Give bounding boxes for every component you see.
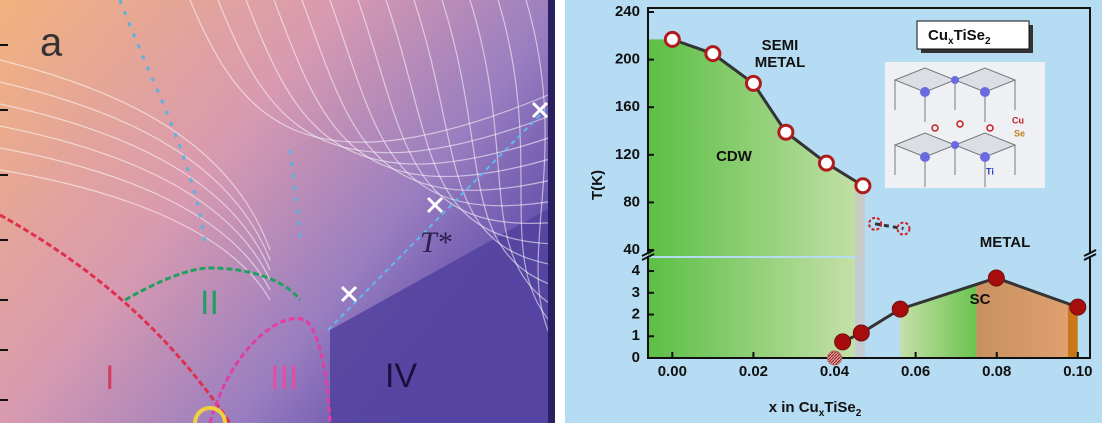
axis-break [641,249,1097,261]
contour [357,0,561,224]
data-point [834,333,852,351]
contour [189,0,561,143]
x-marks [340,101,549,303]
data-point [852,324,870,342]
region-label: IV [385,357,417,395]
annotation: SC [970,291,991,308]
y-tick-label: 3 [632,284,640,301]
contour [0,59,271,251]
ticks [0,44,8,401]
data-point [744,74,762,92]
annotation: METAL [755,54,806,71]
data-point [1069,298,1087,316]
green-line [124,266,302,302]
data-point [827,350,843,366]
formula-box [916,20,1030,50]
contour [413,0,561,267]
region-label: I [105,359,114,397]
region-label: III [270,359,298,397]
contour [0,169,271,301]
data-point [817,154,835,172]
contour [273,0,561,178]
data-point [868,216,883,231]
x-tick-label: 0.04 [820,363,850,380]
x-tick-label: 0.02 [739,363,768,380]
contour [525,0,561,355]
y-tick-label: 200 [615,51,640,68]
y-tick-label: 40 [623,241,640,258]
edge [548,0,555,423]
inset-label: Ti [986,166,994,176]
annotation: METAL [980,234,1031,251]
data-point [854,177,872,195]
axis-frame [647,7,1091,359]
y-tick-label: 4 [632,262,641,279]
x-tick-label: 0.00 [658,363,687,380]
sc-region [1067,278,1078,358]
x-axis-label: x in CuxTiSe2 [769,399,862,419]
y-tick-label: 1 [632,327,640,344]
y-tick-label: 80 [623,193,640,210]
contour [217,0,561,154]
contour [329,0,561,207]
blue-line [327,109,546,331]
blue-line [288,149,302,246]
contour [469,0,561,311]
contour [385,0,561,245]
contour [497,0,561,333]
low-region [648,258,855,358]
data-point [663,30,681,48]
red-line [0,213,232,423]
contour [0,81,271,261]
contour [0,147,271,291]
y-tick-label: 160 [615,98,640,115]
contour [301,0,561,191]
line-label: T* [420,226,452,259]
panel-label: a [40,21,63,65]
contour [0,103,271,271]
annotation: SEMI [762,37,799,54]
pink-line [208,317,332,423]
trend-line [874,222,904,231]
region-iv [330,205,555,423]
formula: CuxTiSe2 [928,27,991,47]
y-tick-label: 2 [632,305,640,322]
region-label: II [200,284,219,322]
data-point [891,300,909,318]
cdw-region [648,39,863,257]
x-tick-label: 0.06 [901,363,930,380]
contour [245,0,561,165]
y-tick-label: 0 [632,349,640,366]
x-tick-label: 0.10 [1063,363,1092,380]
annotation: CDW [716,148,753,165]
crossover-band [854,185,865,358]
left-panel: a I II III IV T* [0,0,561,423]
inset-structure: Cu Se Ti [885,62,1045,188]
data-point [987,269,1005,287]
contour [0,125,271,281]
contour [441,0,561,289]
y-axis-label: T(K) [589,170,606,200]
data-point [777,123,795,141]
y-tick-label: 240 [615,3,640,20]
inset-label: Se [1014,128,1025,138]
inset-label: Cu [1012,115,1024,125]
yellow-arc [193,406,227,423]
data-point [896,221,911,236]
data-point [704,45,722,63]
x-tick-label: 0.08 [982,363,1011,380]
y-tick-label: 120 [615,146,640,163]
